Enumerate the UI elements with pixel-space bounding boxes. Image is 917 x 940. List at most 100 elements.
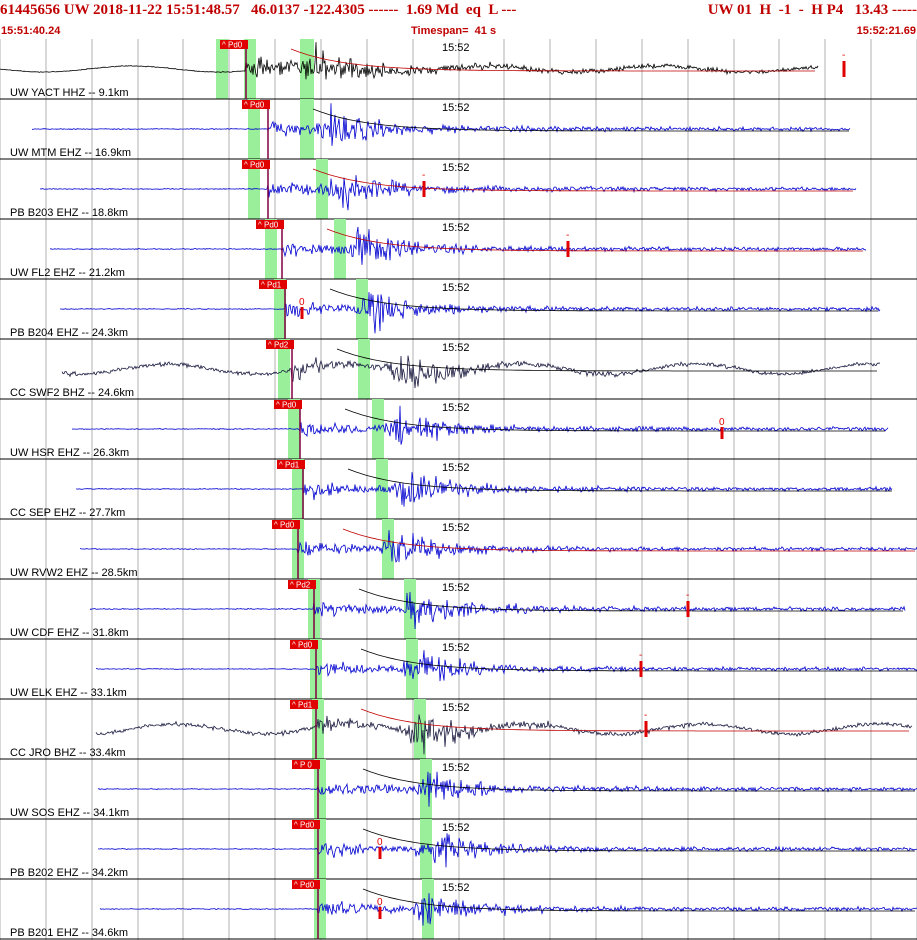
coda-marker-label: - xyxy=(639,650,642,661)
minute-label: 15:52 xyxy=(442,462,470,474)
minute-label: 15:52 xyxy=(442,702,470,714)
minute-label: 15:52 xyxy=(442,102,470,114)
station-label: PB B201 EHZ -- 34.6km xyxy=(10,927,128,939)
p-pick-box[interactable] xyxy=(292,760,320,769)
coda-end-marker xyxy=(686,601,690,617)
waveform xyxy=(39,175,857,211)
station-label: PB B202 EHZ -- 34.2km xyxy=(10,867,128,879)
seismogram-panel[interactable]: ^ Pd0 15:52 - UW YACT HHZ -- 9.1km ^ Pd0 15:5… xyxy=(0,39,917,940)
station-label: UW ELK EHZ -- 33.1km xyxy=(10,687,127,699)
trace-row[interactable]: ^ Pd0 15:52 - PB B203 EHZ -- 18.8km xyxy=(0,159,917,220)
coda-marker-label: - xyxy=(686,590,689,601)
p-pick-box[interactable] xyxy=(277,460,305,469)
p-pick-label: ^ Pd0 xyxy=(276,401,297,410)
phase-window xyxy=(422,879,434,939)
p-pick-label: ^ Pd0 xyxy=(258,221,279,230)
trace-row[interactable]: ^ Pd0 15:52 - UW FL2 EHZ -- 21.2km xyxy=(0,219,917,280)
waveform xyxy=(49,226,867,265)
p-pick-box[interactable] xyxy=(292,820,320,829)
phase-window xyxy=(334,219,346,279)
p-pick-box[interactable] xyxy=(290,700,318,709)
p-pick-box[interactable] xyxy=(242,100,270,109)
coda-marker-label: - xyxy=(644,710,647,721)
p-pick-label: ^ Pd0 xyxy=(292,641,313,650)
event-header: 61445656 UW 2018-11-22 15:51:48.57 46.01… xyxy=(0,0,917,40)
trace-row[interactable]: ^ Pd0 15:52 - UW ELK EHZ -- 33.1km xyxy=(0,639,917,700)
coda-decay-curve xyxy=(347,468,892,492)
station-label: UW SOS EHZ -- 34.1km xyxy=(10,807,129,819)
p-pick-box[interactable] xyxy=(259,280,287,289)
p-pick-label: ^ Pd1 xyxy=(292,701,313,710)
station-label: CC SEP EHZ -- 27.7km xyxy=(10,507,125,519)
minute-label: 15:52 xyxy=(442,162,470,174)
waveform xyxy=(95,650,917,682)
minute-label: 15:52 xyxy=(442,522,470,534)
trace-row[interactable]: ^ Pd0 15:52 UW MTM EHZ -- 16.9km xyxy=(0,99,917,160)
station-label: UW HSR EHZ -- 26.3km xyxy=(10,447,129,459)
waveform xyxy=(79,530,917,563)
phase-window xyxy=(300,39,314,99)
p-pick-box[interactable] xyxy=(266,340,294,349)
trace-row[interactable]: ^ Pd1 15:52 CC SEP EHZ -- 27.7km xyxy=(0,459,917,520)
waveform xyxy=(0,42,819,80)
coda-end-marker xyxy=(639,661,643,677)
coda-decay-curve xyxy=(360,648,917,672)
p-pick-box[interactable] xyxy=(290,640,318,649)
amplitude-marker xyxy=(378,907,382,919)
p-pick-box[interactable] xyxy=(272,520,300,529)
phase-window xyxy=(414,699,426,759)
trace-row[interactable]: ^ Pd0 15:52 - UW YACT HHZ -- 9.1km xyxy=(0,39,917,100)
trace-row[interactable]: ^ Pd1 15:52 - CC JRO BHZ -- 33.4km xyxy=(0,699,917,760)
p-pick-label: ^ P 0 xyxy=(294,761,312,770)
station-label: UW YACT HHZ -- 9.1km xyxy=(10,87,129,99)
coda-decay-curve xyxy=(336,348,877,372)
trace-row[interactable]: ^ Pd2 15:52 - UW CDF EHZ -- 31.8km xyxy=(0,579,917,640)
minute-label: 15:52 xyxy=(442,822,470,834)
p-pick-box[interactable] xyxy=(292,880,320,889)
trace-row[interactable]: ^ Pd0 15:52 0 PB B201 EHZ -- 34.6km xyxy=(0,879,917,940)
minute-label: 15:52 xyxy=(442,882,470,894)
p-pick-label: ^ Pd0 xyxy=(244,161,265,170)
p-pick-box[interactable] xyxy=(274,400,302,409)
trace-row[interactable]: ^ Pd0 15:52 0 UW HSR EHZ -- 26.3km xyxy=(0,399,917,460)
trace-row[interactable]: ^ Pd2 15:52 CC SWF2 BHZ -- 24.6km xyxy=(0,339,917,400)
waveform xyxy=(59,292,881,334)
p-pick-box[interactable] xyxy=(288,580,316,589)
trace-row[interactable]: ^ Pd0 15:52 UW RVW2 EHZ -- 28.5km xyxy=(0,519,917,580)
minute-label: 15:52 xyxy=(442,222,470,234)
waveform xyxy=(97,771,917,807)
trace-row[interactable]: ^ Pd1 15:52 0 PB B204 EHZ -- 24.3km xyxy=(0,279,917,340)
coda-decay-curve xyxy=(326,228,863,252)
waveform xyxy=(97,833,917,868)
phase-window xyxy=(216,39,228,99)
amplitude-marker-label: 0 xyxy=(377,897,383,908)
phase-window xyxy=(314,819,326,879)
minute-label: 15:52 xyxy=(442,342,470,354)
p-pick-label: ^ Pd2 xyxy=(290,581,311,590)
coda-marker-label: - xyxy=(566,230,569,241)
amplitude-marker xyxy=(720,427,724,439)
amplitude-marker-label: 0 xyxy=(377,837,383,848)
station-label: UW CDF EHZ -- 31.8km xyxy=(10,627,129,639)
p-pick-label: ^ Pd1 xyxy=(261,281,282,290)
end-time: 15:52:21.69 xyxy=(856,25,916,37)
coda-decay-curve xyxy=(360,708,909,732)
trace-row[interactable]: ^ P 0 15:52 UW SOS EHZ -- 34.1km xyxy=(0,759,917,820)
waveform xyxy=(32,103,851,146)
p-pick-box[interactable] xyxy=(242,160,270,169)
p-pick-box[interactable] xyxy=(256,220,284,229)
phase-window xyxy=(278,339,290,399)
coda-decay-curve xyxy=(312,168,853,192)
p-pick-box[interactable] xyxy=(220,40,248,49)
coda-decay-curve xyxy=(358,588,903,612)
coda-end-marker xyxy=(566,241,570,257)
phase-window xyxy=(300,99,314,159)
trace-row[interactable]: ^ Pd0 15:52 0 PB B202 EHZ -- 34.2km xyxy=(0,819,917,880)
station-label: UW MTM EHZ -- 16.9km xyxy=(10,147,131,159)
waveform xyxy=(61,355,881,389)
minute-label: 15:52 xyxy=(442,762,470,774)
waveform xyxy=(89,591,906,630)
amplitude-marker-label: 0 xyxy=(719,417,725,428)
waveform xyxy=(75,472,893,507)
station-label: PB B203 EHZ -- 18.8km xyxy=(10,207,128,219)
